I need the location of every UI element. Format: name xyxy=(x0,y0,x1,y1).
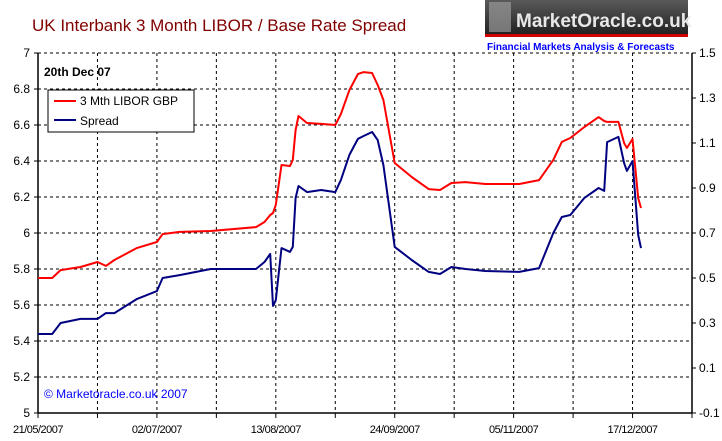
x-tick-label: 21/05/2007 xyxy=(13,424,63,436)
y-left-tick-label: 5 xyxy=(23,406,30,420)
logo-name: MarketOracle.co.uk xyxy=(516,11,692,32)
x-tick-label: 24/09/2007 xyxy=(370,424,420,436)
logo-statue-icon xyxy=(489,2,511,32)
y-left-tick-label: 6.4 xyxy=(13,154,30,168)
y-right-tick-label: 0.3 xyxy=(699,316,716,330)
logo-tagline: Financial Markets Analysis & Forecasts xyxy=(487,42,675,53)
x-tick-label: 05/11/2007 xyxy=(489,424,539,436)
y-left-tick-label: 5.6 xyxy=(13,298,30,312)
axes: 5 5.2 5.4 5.6 5.8 6 6.2 6.4 6.6 6.8 7 -0.1 0.1 0.3 0.5… xyxy=(13,46,720,436)
copyright: © Marketoracle.co.uk 2007 xyxy=(44,387,188,401)
series-line-libor xyxy=(38,71,642,279)
y-left-tick-label: 5.8 xyxy=(13,262,30,276)
y-right-tick-label: 1.5 xyxy=(699,46,716,60)
y-right-tick-label: 0.7 xyxy=(699,226,716,240)
date-annotation: 20th Dec 07 xyxy=(44,65,111,79)
legend-label-spread: Spread xyxy=(80,114,119,128)
y-right-tick-label: 0.9 xyxy=(699,181,716,195)
y-right-tick-label: 1.1 xyxy=(699,136,716,150)
chart-title: UK Interbank 3 Month LIBOR / Base Rate S… xyxy=(32,16,406,35)
y-left-tick-label: 5.4 xyxy=(13,334,30,348)
y-left-tick-label: 5.2 xyxy=(13,370,30,384)
x-tick-label: 17/12/2007 xyxy=(608,424,658,436)
y-left-tick-label: 6.2 xyxy=(13,190,30,204)
x-tick-label: 02/07/2007 xyxy=(132,424,182,436)
y-left-tick-label: 6.8 xyxy=(13,82,30,96)
series-lines xyxy=(38,71,642,335)
legend: 3 Mth LIBOR GBP Spread xyxy=(47,89,195,133)
y-right-tick-label: -0.1 xyxy=(699,406,720,420)
grid xyxy=(38,52,692,413)
y-right-tick-label: 1.3 xyxy=(699,91,716,105)
series-line-spread xyxy=(38,131,642,335)
y-right-tick-label: 0.1 xyxy=(699,361,716,375)
x-tick-label: 13/08/2007 xyxy=(251,424,301,436)
y-left-tick-label: 6 xyxy=(23,226,30,240)
legend-label-libor: 3 Mth LIBOR GBP xyxy=(80,94,178,108)
y-left-tick-label: 6.6 xyxy=(13,118,30,132)
y-right-tick-label: 0.5 xyxy=(699,271,716,285)
y-left-tick-label: 7 xyxy=(23,46,30,60)
logo[interactable]: MarketOracle.co.uk Financial Markets Ana… xyxy=(485,0,692,53)
